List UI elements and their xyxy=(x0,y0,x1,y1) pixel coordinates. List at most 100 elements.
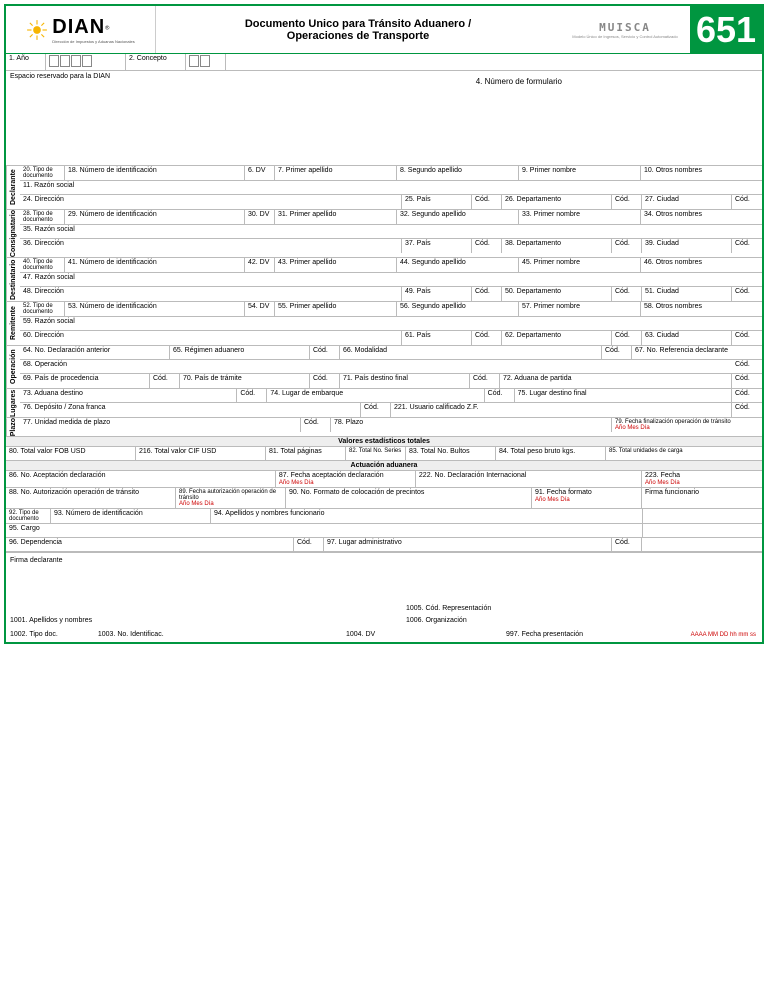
reserved-space: Espacio reservado para la DIAN 4. Número… xyxy=(6,71,762,166)
label-cod: Cód. xyxy=(310,346,340,359)
muisca-sub: Modelo Único de Ingresos, Servicio y Con… xyxy=(572,34,677,39)
label-33: 33. Primer nombre xyxy=(519,210,641,224)
label-firma: Firma declarante xyxy=(10,557,758,564)
label-20: 20. Tipo de documento xyxy=(20,166,65,180)
logo-text: DIAN xyxy=(52,16,105,38)
reg-mark: ® xyxy=(105,25,109,31)
label-87: 87. Fecha aceptación declaraciónAño Mes … xyxy=(276,471,416,487)
label-49: 49. País xyxy=(402,287,472,301)
label-1: 1. Año xyxy=(6,54,46,70)
label-85: 85. Total unidades de carga xyxy=(606,447,762,460)
date-format: AAAA MM DD hh mm ss xyxy=(691,632,756,638)
label-216: 216. Total valor CIF USD xyxy=(136,447,266,460)
label-57: 57. Primer nombre xyxy=(519,302,641,316)
form-page: DIAN® Dirección de Impuestos y Aduanas N… xyxy=(4,4,764,644)
tab-remitente: Remitente xyxy=(6,302,20,345)
label-1004: 1004. DV xyxy=(346,631,375,638)
label-46: 46. Otros nombres xyxy=(641,258,762,272)
label-64: 64. No. Declaración anterior xyxy=(20,346,170,359)
label-84: 84. Total peso bruto kgs. xyxy=(496,447,606,460)
section-declarante: Declarante 20. Tipo de documento 18. Núm… xyxy=(6,166,762,210)
label-95: 95. Cargo xyxy=(6,524,642,537)
label-44: 44. Segundo apellido xyxy=(397,258,519,272)
top-row: 1. Año 2. Concepto xyxy=(6,54,762,71)
firma-func-box xyxy=(642,509,762,523)
label-1005: 1005. Cód. Representación xyxy=(406,605,491,612)
label-67: 67. No. Referencia declarante xyxy=(632,346,762,359)
label-93: 93. Número de identificación xyxy=(51,509,211,523)
label-96: 96. Dependencia xyxy=(6,538,294,551)
label-cod5: Cód. xyxy=(470,374,500,388)
label-8: 8. Segundo apellido xyxy=(397,166,519,180)
row-valores: 80. Total valor FOB USD 216. Total valor… xyxy=(6,447,762,461)
reserved-label: Espacio reservado para la DIAN xyxy=(10,73,110,80)
label-cod-68: Cód. xyxy=(732,360,762,373)
label-52: 52. Tipo de documento xyxy=(20,302,65,316)
label-1003: 1003. No. Identificac. xyxy=(98,631,164,638)
label-9: 9. Primer nombre xyxy=(519,166,641,180)
label-4: 4. Número de formulario xyxy=(476,77,562,86)
label-38: 38. Departamento xyxy=(502,239,612,253)
label-30: 30. DV xyxy=(245,210,275,224)
label-997: 997. Fecha presentación xyxy=(506,631,583,638)
label-55: 55. Primer apellido xyxy=(275,302,397,316)
label-51: 51. Ciudad xyxy=(642,287,732,301)
label-97: 97. Lugar administrativo xyxy=(324,538,612,551)
label-cod: Cód. xyxy=(472,287,502,301)
label-77: 77. Unidad medida de plazo xyxy=(20,418,301,432)
label-75: 75. Lugar destino final xyxy=(515,389,732,402)
tab-plazo: Plazo xyxy=(6,418,20,436)
row-act4: 95. Cargo xyxy=(6,524,762,538)
muisca-section: MUISCA Modelo Único de Ingresos, Servici… xyxy=(560,6,690,53)
label-cod: Cód. xyxy=(301,418,331,432)
section-plazo: Plazo 77. Unidad medida de plazo Cód. 78… xyxy=(6,418,762,437)
label-34: 34. Otros nombres xyxy=(641,210,762,224)
tab-consignatario: Consignatario xyxy=(6,210,20,257)
label-43: 43. Primer apellido xyxy=(275,258,397,272)
label-24: 24. Dirección xyxy=(20,195,402,209)
label-26: 26. Departamento xyxy=(502,195,612,209)
label-81: 81. Total páginas xyxy=(266,447,346,460)
label-cod3: Cód. xyxy=(732,287,762,301)
section-consignatario: Consignatario 28. Tipo de documento 29. … xyxy=(6,210,762,258)
row-act1: 86. No. Aceptación declaración 87. Fecha… xyxy=(6,471,762,488)
label-firma-func: Firma funcionario xyxy=(642,488,762,508)
label-80: 80. Total valor FOB USD xyxy=(6,447,136,460)
header-valores: Valores estadísticos totales xyxy=(6,437,762,447)
label-76: 76. Depósito / Zona franca xyxy=(20,403,361,417)
label-cod3: Cód. xyxy=(732,331,762,345)
label-cod: Cód. xyxy=(294,538,324,551)
label-48: 48. Dirección xyxy=(20,287,402,301)
label-63: 63. Ciudad xyxy=(642,331,732,345)
label-41: 41. Número de identificación xyxy=(65,258,245,272)
tab-declarante: Declarante xyxy=(6,166,20,209)
label-cod: Cód. xyxy=(472,331,502,345)
header-actuacion: Actuación aduanera xyxy=(6,461,762,471)
field-1[interactable] xyxy=(46,54,126,70)
label-73: 73. Aduana destino xyxy=(20,389,237,402)
label-61: 61. País xyxy=(402,331,472,345)
label-31: 31. Primer apellido xyxy=(275,210,397,224)
label-cod: Cód. xyxy=(472,239,502,253)
label-cod5: Cód. xyxy=(732,403,762,417)
label-cod2: Cód. xyxy=(612,538,642,551)
row-act5: 96. Dependencia Cód. 97. Lugar administr… xyxy=(6,538,762,552)
label-cod: Cód. xyxy=(472,195,502,209)
label-53: 53. Número de identificación xyxy=(65,302,245,316)
label-cod2: Cód. xyxy=(612,195,642,209)
label-cod2: Cód. xyxy=(612,331,642,345)
label-62: 62. Departamento xyxy=(502,331,612,345)
tab-lugares: Lugares xyxy=(6,389,20,417)
form-title: Documento Unico para Tránsito Aduanero /… xyxy=(156,6,560,53)
label-1001: 1001. Apellidos y nombres xyxy=(10,617,110,624)
logo-section: DIAN® Dirección de Impuestos y Aduanas N… xyxy=(6,6,156,53)
label-58: 58. Otros nombres xyxy=(641,302,762,316)
label-25: 25. País xyxy=(402,195,472,209)
label-88: 88. No. Autorización operación de tránsi… xyxy=(6,488,176,508)
section-operacion: Operación 64. No. Declaración anterior 6… xyxy=(6,346,762,389)
label-cod3: Cód. xyxy=(732,195,762,209)
label-83: 83. Total No. Bultos xyxy=(406,447,496,460)
label-cod2: Cód. xyxy=(612,239,642,253)
label-71: 71. País destino final xyxy=(340,374,470,388)
field-2[interactable] xyxy=(186,54,226,70)
